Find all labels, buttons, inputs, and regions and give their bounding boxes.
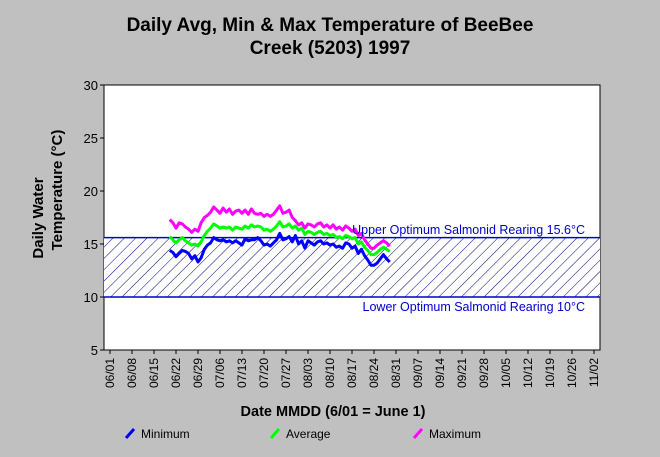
y-axis: 5 10 15 20 25 30	[84, 78, 104, 358]
legend-item-minimum: Minimum	[124, 427, 190, 441]
legend-swatch-average	[269, 428, 281, 439]
legend-label-maximum: Maximum	[429, 427, 481, 441]
plot-area	[103, 84, 601, 351]
x-tick-label: 10/05	[499, 358, 513, 388]
y-tick-label: 30	[84, 78, 98, 93]
y-axis-title-line-2: Temperature (°C)	[49, 130, 66, 251]
x-tick-label: 06/01	[103, 358, 117, 388]
chart-title-line-1: Daily Avg, Min & Max Temperature of BeeB…	[126, 15, 534, 36]
x-tick-label: 08/10	[323, 358, 337, 388]
legend-label-average: Average	[286, 427, 331, 441]
upper-band-label: Upper Optimum Salmonid Rearing 15.6°C	[352, 223, 585, 237]
x-tick-label: 07/06	[213, 358, 227, 388]
x-tick-label: 06/29	[191, 358, 205, 388]
x-tick-label: 07/13	[235, 358, 249, 388]
y-axis-title: Daily Water Temperature (°C)	[30, 130, 66, 259]
y-axis-title-line-1: Daily Water	[30, 177, 47, 258]
chart-title-line-2: Creek (5203) 1997	[249, 38, 411, 59]
x-tick-label: 07/27	[279, 358, 293, 388]
x-tick-label: 09/21	[455, 358, 469, 388]
x-tick-label: 09/14	[433, 358, 447, 388]
series-line-average	[168, 220, 391, 257]
x-tick-label: 06/15	[147, 358, 161, 388]
y-tick-label: 5	[91, 343, 98, 358]
chart-title: Daily Avg, Min & Max Temperature of BeeB…	[0, 14, 660, 60]
y-tick-label: 15	[84, 237, 98, 252]
x-tick-label: 09/07	[411, 358, 425, 388]
x-tick-label: 10/19	[543, 358, 557, 388]
x-tick-label: 08/03	[301, 358, 315, 388]
series-layer	[168, 204, 391, 267]
x-tick-label: 06/08	[125, 358, 139, 388]
x-tick-label: 09/28	[477, 358, 491, 388]
legend: Minimum Average Maximum	[124, 427, 481, 441]
x-tick-label: 06/22	[169, 358, 183, 388]
x-axis: 06/01 06/08 06/15 06/22 06/29 07/06 07/13 07/20…	[103, 350, 601, 388]
x-tick-label: 07/20	[257, 358, 271, 388]
legend-item-average: Average	[269, 427, 331, 441]
legend-swatch-minimum	[124, 428, 136, 439]
x-axis-title: Date MMDD (6/01 = June 1)	[241, 404, 426, 420]
x-tick-label: 10/26	[565, 358, 579, 388]
y-tick-label: 20	[84, 184, 98, 199]
x-tick-label: 08/31	[389, 358, 403, 388]
x-tick-label: 08/24	[367, 358, 381, 388]
series-line-minimum	[168, 231, 391, 267]
lower-band-label: Lower Optimum Salmonid Rearing 10°C	[363, 300, 585, 314]
x-tick-label: 08/17	[345, 358, 359, 388]
legend-label-minimum: Minimum	[141, 427, 190, 441]
y-tick-label: 10	[84, 290, 98, 305]
series-line-maximum	[168, 204, 391, 250]
legend-item-maximum: Maximum	[412, 427, 481, 441]
y-tick-label: 25	[84, 131, 98, 146]
x-tick-label: 10/12	[521, 358, 535, 388]
legend-swatch-maximum	[412, 428, 424, 439]
x-tick-label: 11/02	[587, 358, 601, 387]
